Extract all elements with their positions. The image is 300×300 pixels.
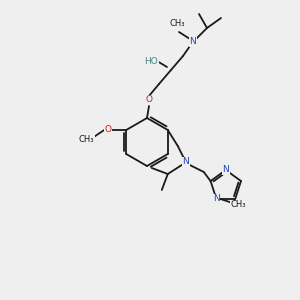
Text: N: N [213,194,220,203]
Text: N: N [182,158,189,166]
Text: HO: HO [144,58,158,67]
Text: CH₃: CH₃ [169,20,185,28]
Text: CH₃: CH₃ [79,136,94,145]
Text: N: N [222,166,229,175]
Text: CH₃: CH₃ [231,200,246,209]
Text: N: N [190,38,196,46]
Text: O: O [146,95,152,104]
Text: O: O [105,125,112,134]
